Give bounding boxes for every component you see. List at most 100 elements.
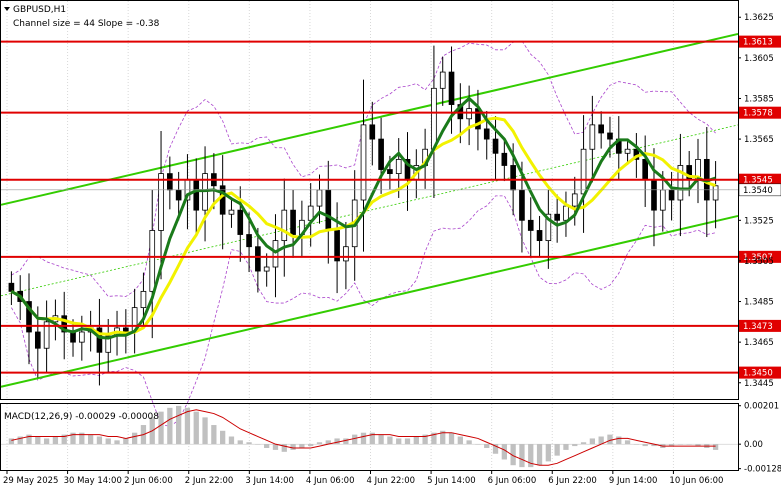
- macd-histogram-bar: [413, 436, 419, 445]
- candle-body: [598, 124, 604, 134]
- time-tick-label: 6 Jun 22:00: [548, 476, 597, 486]
- macd-histogram-bar: [677, 444, 684, 445]
- macd-histogram-bar: [616, 436, 622, 445]
- candle-body: [563, 205, 569, 221]
- candle-body: [193, 179, 200, 211]
- candle-body: [589, 124, 596, 150]
- time-tick-label: 2 Jun 06:00: [124, 476, 173, 486]
- time-tick-label: 5 Jun 14:00: [427, 476, 476, 486]
- macd-histogram-bar: [607, 434, 613, 445]
- macd-signal-line: [11, 409, 716, 466]
- macd-histogram-bar: [352, 434, 358, 445]
- candles: [8, 45, 719, 386]
- macd-histogram-bar: [246, 442, 252, 445]
- level-tag-label: 1.3450: [743, 369, 773, 379]
- time-tick-label: 30 May 14:00: [64, 476, 122, 486]
- price-tick-label: 1.3525: [744, 216, 774, 226]
- macd-histogram-bar: [589, 438, 596, 445]
- macd-histogram-bar: [158, 411, 164, 445]
- macd-histogram-bar: [35, 436, 41, 445]
- price-tick-label: 1.3485: [744, 298, 774, 308]
- candle-body: [123, 327, 129, 333]
- macd-histogram-bar: [598, 436, 604, 445]
- macd-histogram-bar: [8, 438, 15, 445]
- time-tick-label: 6 Jun 06:00: [488, 476, 537, 486]
- moving-average-fast-line: [10, 96, 717, 340]
- time-tick-label: 10 Jun 06:00: [669, 476, 723, 486]
- candle-body: [492, 138, 499, 154]
- macd-histogram-bar: [96, 436, 103, 445]
- candle-body: [439, 71, 446, 89]
- candle-body: [448, 71, 455, 105]
- current-price-tag: [738, 183, 781, 197]
- candle-body: [105, 335, 112, 353]
- macd-histogram-bar: [528, 444, 534, 468]
- symbol-label: GBPUSD,H1: [13, 5, 66, 15]
- time-tick-label: 2 Jun 22:00: [185, 476, 234, 486]
- macd-histogram-bar: [237, 440, 243, 445]
- macd-histogram-bar: [651, 444, 657, 447]
- macd-histogram-bar: [290, 444, 296, 450]
- price-tick-label: 1.3625: [744, 13, 774, 23]
- macd-histogram-bar: [369, 432, 375, 445]
- candle-body: [387, 169, 393, 175]
- macd-histogram-bar: [563, 444, 569, 450]
- dropdown-arrow-icon[interactable]: [4, 7, 10, 11]
- candle-body: [378, 138, 384, 170]
- current-price-label: 1.3540: [743, 186, 773, 196]
- candle-body: [219, 185, 226, 215]
- time-tick-label: 29 May 2025: [3, 476, 58, 486]
- macd-histogram-bar: [167, 407, 173, 445]
- time-tick-label: 4 Jun 22:00: [367, 476, 416, 486]
- time-tick-label: 4 Jun 06:00: [306, 476, 355, 486]
- macd-histogram-bar: [580, 442, 587, 445]
- candle-body: [343, 246, 349, 262]
- candle-body: [325, 189, 332, 231]
- macd-histogram-bar: [79, 432, 85, 445]
- level-tag-label: 1.3613: [743, 38, 773, 48]
- macd-histogram-bar: [70, 432, 76, 445]
- candle-body: [255, 246, 261, 272]
- macd-histogram-bar: [360, 432, 367, 445]
- time-tick-label: 3 Jun 14:00: [245, 476, 294, 486]
- level-tag: [739, 319, 781, 332]
- candle-body: [651, 179, 657, 211]
- macd-histogram-bar: [404, 438, 411, 445]
- price-tick-label: 1.3445: [744, 379, 774, 389]
- channel-upper-line: [0, 32, 739, 206]
- level-tag: [739, 250, 781, 263]
- macd-histogram-bar: [52, 436, 59, 445]
- macd-histogram-bar: [387, 436, 393, 445]
- macd-panel-frame: [0, 403, 739, 471]
- moving-averages: [10, 96, 717, 340]
- macd-histogram-bar: [123, 438, 129, 445]
- macd-tick-label: -0.00128: [744, 465, 781, 475]
- macd-histogram-bar: [43, 438, 50, 445]
- macd-histogram-bar: [281, 444, 287, 452]
- channel-lower-line: [0, 214, 739, 388]
- macd-histogram-bar: [308, 444, 314, 447]
- price-tick-label: 1.3465: [744, 338, 774, 348]
- candle-body: [607, 132, 613, 140]
- candle-body: [510, 165, 516, 191]
- candle-body: [34, 331, 41, 349]
- price-panel-frame: [0, 0, 739, 400]
- macd-histogram-bar: [17, 436, 23, 445]
- macd-indicator: 0.00201 0.00 -0.00128: [1, 402, 781, 475]
- price-tick-label: 1.3505: [744, 257, 774, 267]
- bollinger-lower-line: [11, 195, 716, 427]
- macd-histogram-bar: [492, 444, 499, 454]
- macd-histogram-bar: [378, 434, 384, 445]
- candle-body: [360, 124, 367, 201]
- candle-body: [246, 234, 252, 248]
- candle-body: [395, 158, 402, 175]
- macd-histogram-bar: [220, 430, 226, 445]
- candle-body: [554, 213, 560, 221]
- candle-body: [263, 266, 270, 272]
- macd-histogram-bar: [193, 411, 199, 445]
- macd-histogram-bar: [642, 444, 648, 447]
- macd-histogram-bar: [334, 438, 340, 445]
- macd-label: MACD(12,26,9) -0.00029 -0.00008: [4, 412, 159, 422]
